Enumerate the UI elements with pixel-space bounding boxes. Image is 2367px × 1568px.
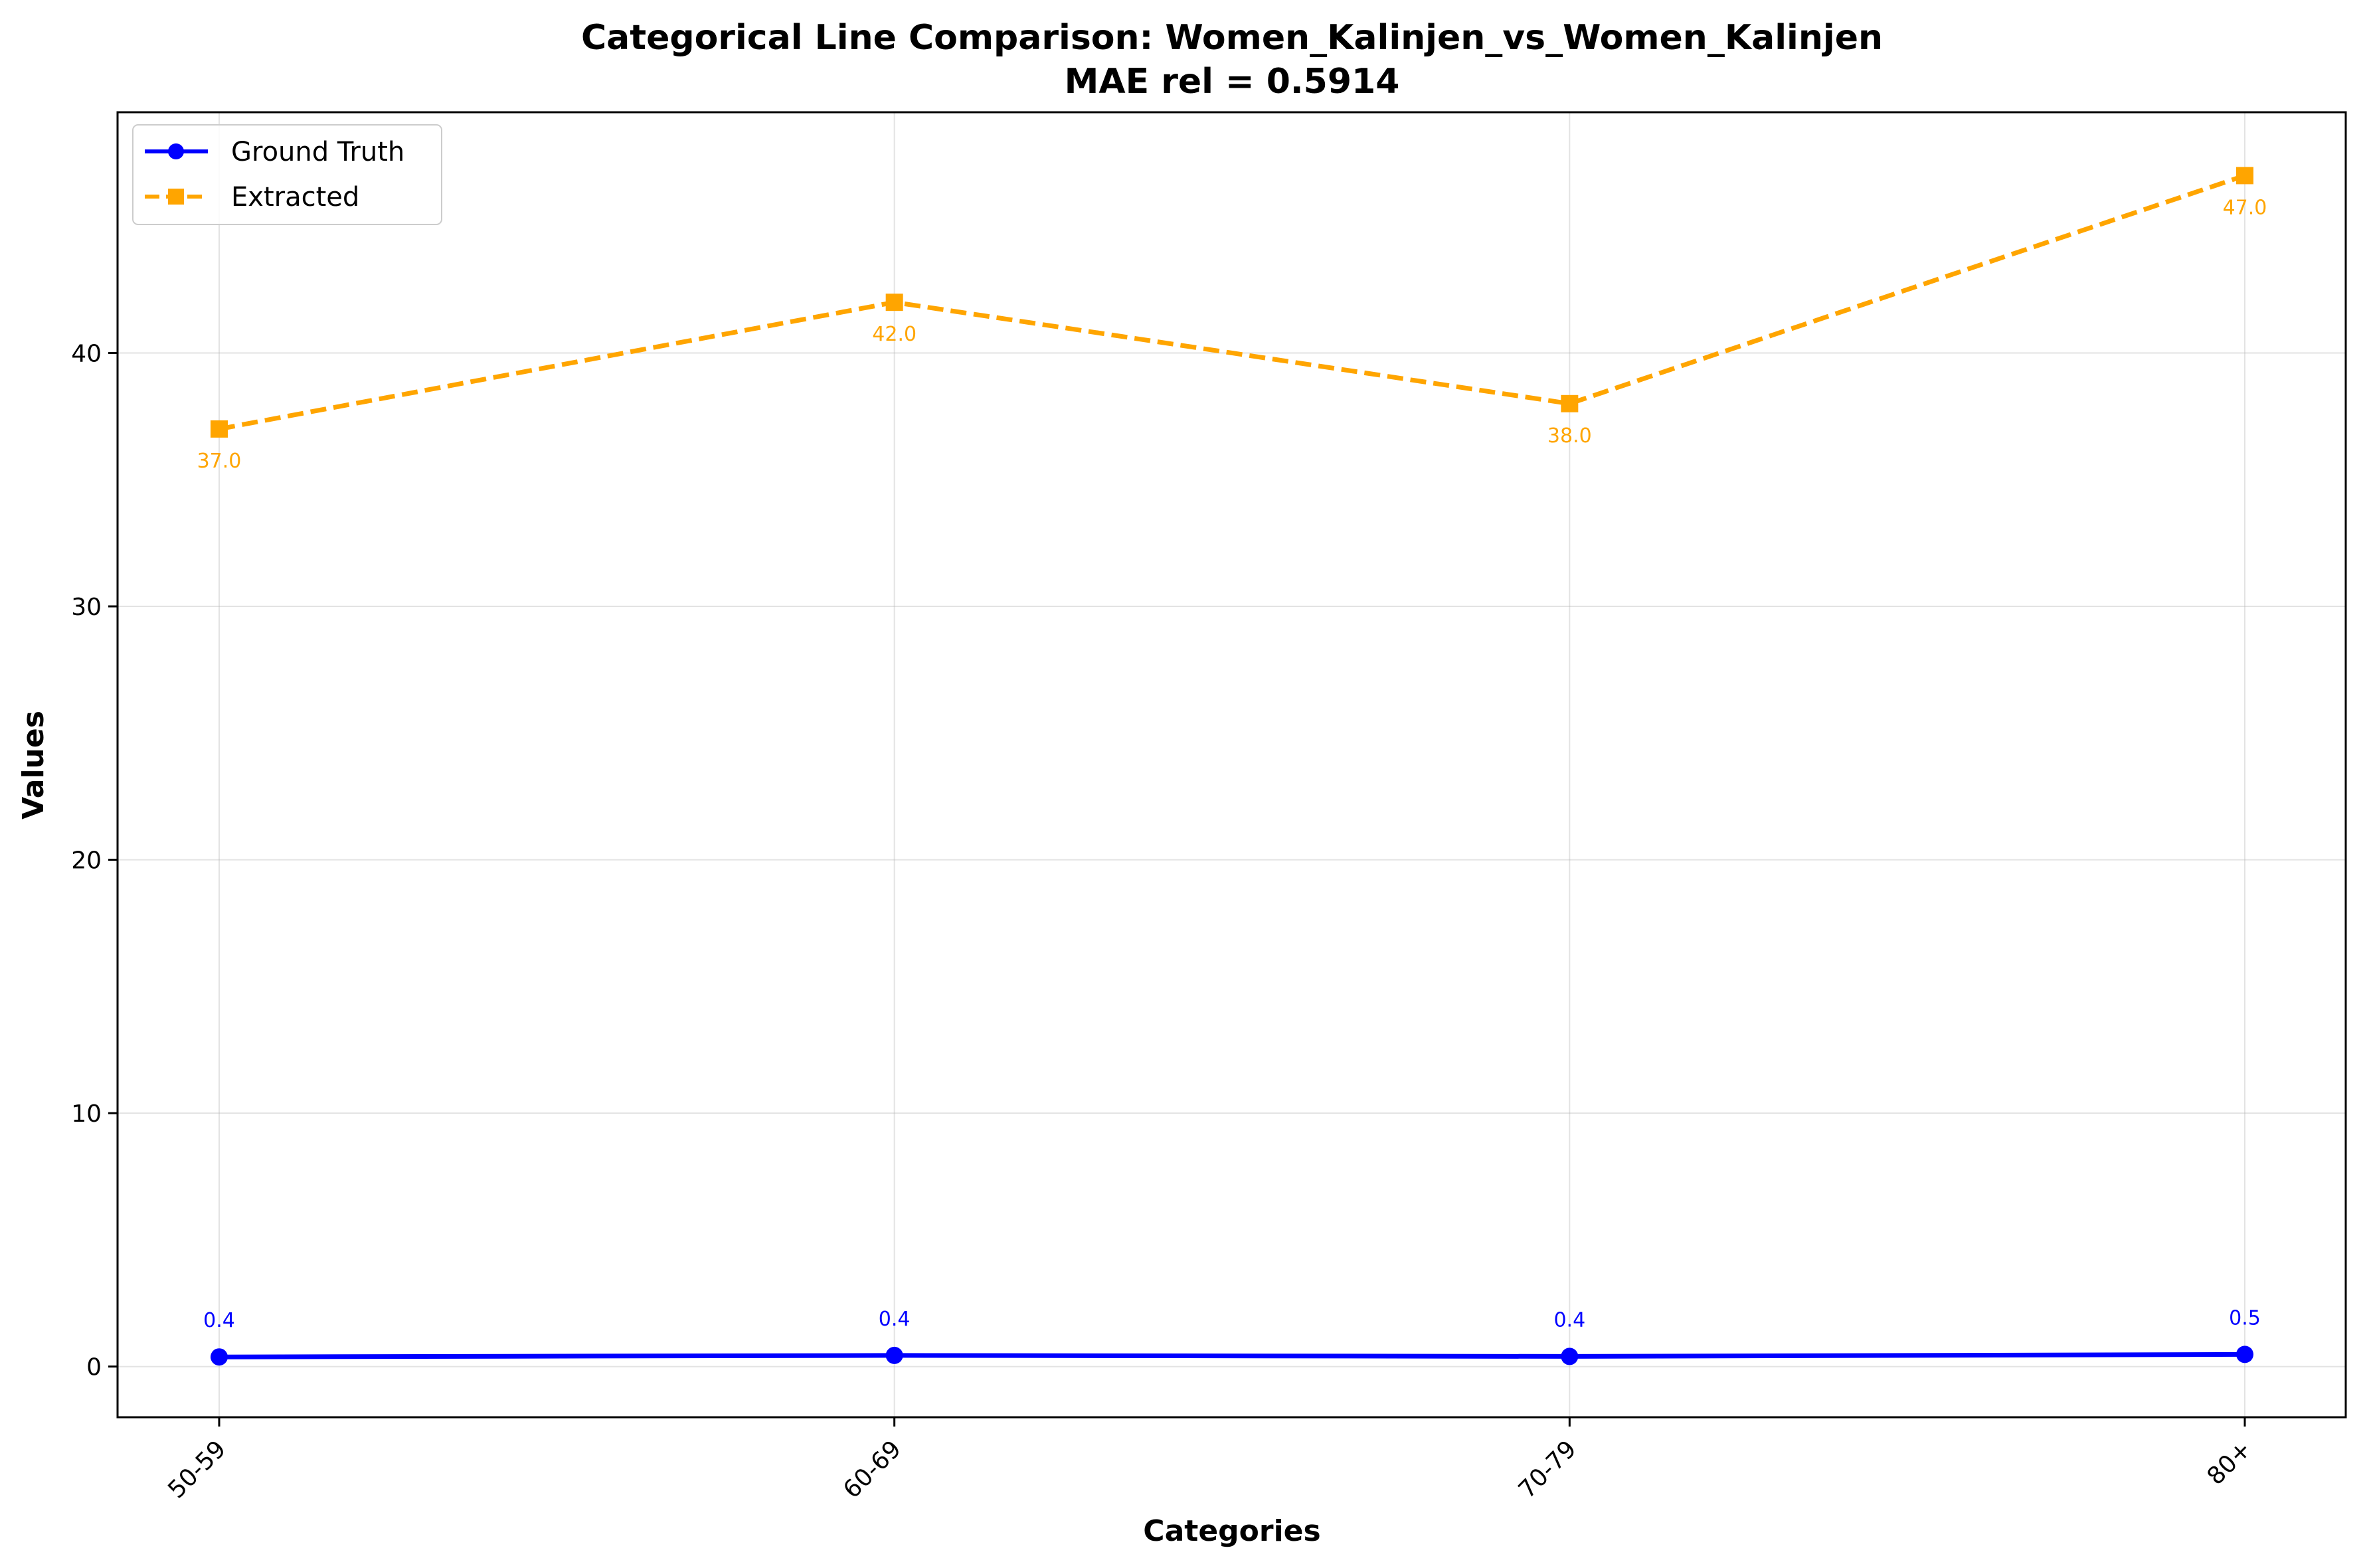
- series-1-data-label: 42.0: [872, 323, 917, 346]
- series-1-point: [2236, 167, 2253, 185]
- series-0-data-label: 0.4: [879, 1308, 911, 1331]
- legend: Ground Truth Extracted: [132, 124, 442, 225]
- chart-title: Categorical Line Comparison: Women_Kalin…: [581, 18, 1883, 58]
- chart-subtitle: MAE rel = 0.5914: [1065, 62, 1400, 102]
- series-0-data-label: 0.4: [1553, 1308, 1585, 1332]
- series-0-point: [885, 1346, 903, 1364]
- series-1-point: [885, 294, 903, 311]
- legend-label-ground-truth: Ground Truth: [231, 137, 404, 167]
- series-0-point: [211, 1348, 228, 1366]
- series-1-data-label: 47.0: [2223, 196, 2267, 219]
- series-1-point: [211, 420, 228, 438]
- y-axis-ticks: 0 10 20 30 40: [71, 340, 118, 1381]
- series-0-data-label: 0.4: [203, 1309, 235, 1332]
- series-1-data-label: 37.0: [197, 450, 242, 473]
- y-tick-label: 20: [71, 847, 102, 875]
- series-0-data-label: 0.5: [2229, 1306, 2261, 1330]
- plot-frame: [116, 111, 2347, 1419]
- y-tick-label: 30: [71, 594, 102, 621]
- series-layer: [211, 167, 2253, 1366]
- data-labels: 0.4 0.4 0.4 0.5 37.0 42.0 38.0 47.0: [197, 196, 2267, 1332]
- y-tick-label: 10: [71, 1100, 102, 1128]
- legend-label-extracted: Extracted: [231, 182, 359, 213]
- series-0-point: [2236, 1346, 2253, 1363]
- legend-box: [132, 124, 442, 225]
- y-tick-label: 40: [71, 340, 102, 367]
- y-axis-label: Values: [17, 711, 50, 820]
- series-0-point: [1561, 1348, 1579, 1365]
- series-line-1: [219, 173, 2246, 432]
- y-tick-label: 0: [86, 1354, 102, 1381]
- legend-marker-extracted: [168, 189, 184, 205]
- series-1-point: [1561, 394, 1579, 412]
- legend-marker-ground-truth: [168, 143, 184, 159]
- x-axis-label: Categories: [1143, 1514, 1320, 1548]
- series-1-data-label: 38.0: [1547, 424, 1592, 448]
- series-line-0: [219, 1351, 2245, 1359]
